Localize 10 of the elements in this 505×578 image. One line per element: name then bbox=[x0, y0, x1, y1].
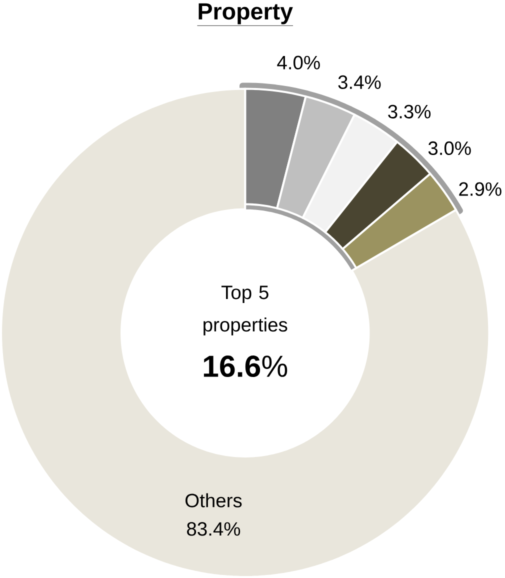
data-label: 3.3% bbox=[388, 104, 430, 118]
data-label: 83.4% bbox=[186, 522, 240, 536]
data-label: 2.9% bbox=[458, 182, 502, 196]
data-label: 3.0% bbox=[428, 141, 471, 156]
data-label: 4.0% bbox=[276, 56, 320, 70]
data-label: 3.4% bbox=[338, 75, 380, 90]
text: Top 5 properties bbox=[203, 286, 287, 336]
slice-label: Others bbox=[185, 493, 242, 508]
chart-title: Property bbox=[198, 3, 293, 24]
text: 16.6% bbox=[204, 356, 287, 378]
